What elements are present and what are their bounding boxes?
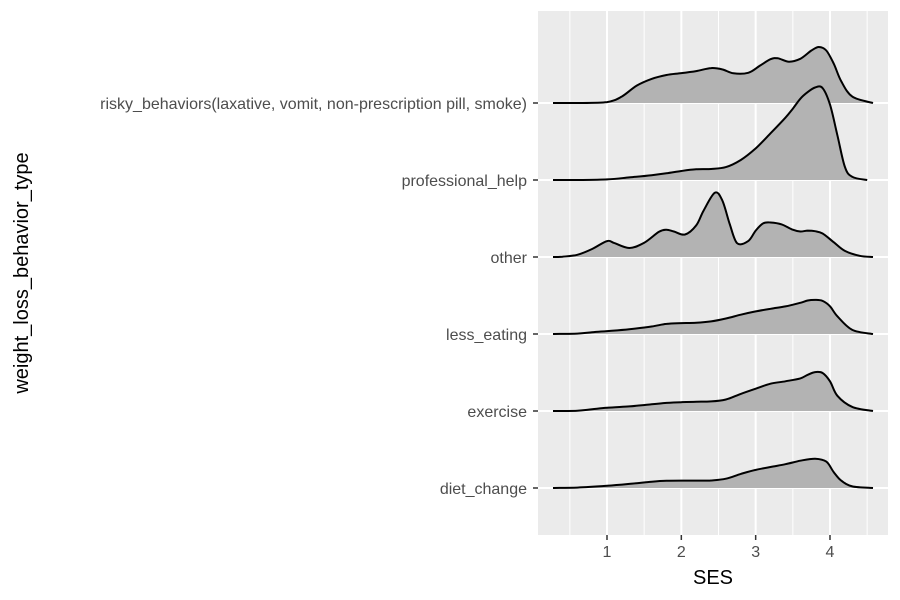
y-tick-label: exercise [467,404,527,421]
ridge-less_eating [552,298,874,335]
ridge-risky_behaviors [553,45,874,104]
ridge-fill [553,371,873,411]
y-tick-label: risky_behaviors(laxative, vomit, non-pre… [100,96,527,113]
x-axis-title: SES [693,567,733,589]
ridge-fill [553,192,873,257]
y-tick-label: professional_help [402,173,528,190]
ridge-other [552,191,874,258]
ridge-line [552,370,874,412]
y-axis: diet_change exercise less_eating other profe… [100,96,538,498]
x-tick-label: 4 [826,544,835,561]
ridge-diet_change [552,457,874,489]
x-tick-label: 1 [603,544,612,561]
y-tick-label: other [491,250,528,267]
y-tick-label: less_eating [446,327,527,344]
ridge-fill [553,458,873,488]
ridge-professional_help [553,85,868,181]
x-tick-label: 2 [677,544,686,561]
ridge-line [552,457,874,489]
ridge-line [553,85,868,181]
ridge-line [552,191,874,258]
ridge-line [553,45,874,104]
ridge-exercise [552,370,874,412]
ridge-fill [553,86,868,180]
x-tick-label: 3 [751,544,760,561]
x-axis: 1 2 3 4 [603,535,835,561]
ridge-line [552,298,874,335]
y-axis-title: weight_loss_behavior_type [11,152,33,394]
ridge-fill [553,299,873,334]
density-ridges [552,45,874,489]
y-tick-label: diet_change [440,481,527,498]
